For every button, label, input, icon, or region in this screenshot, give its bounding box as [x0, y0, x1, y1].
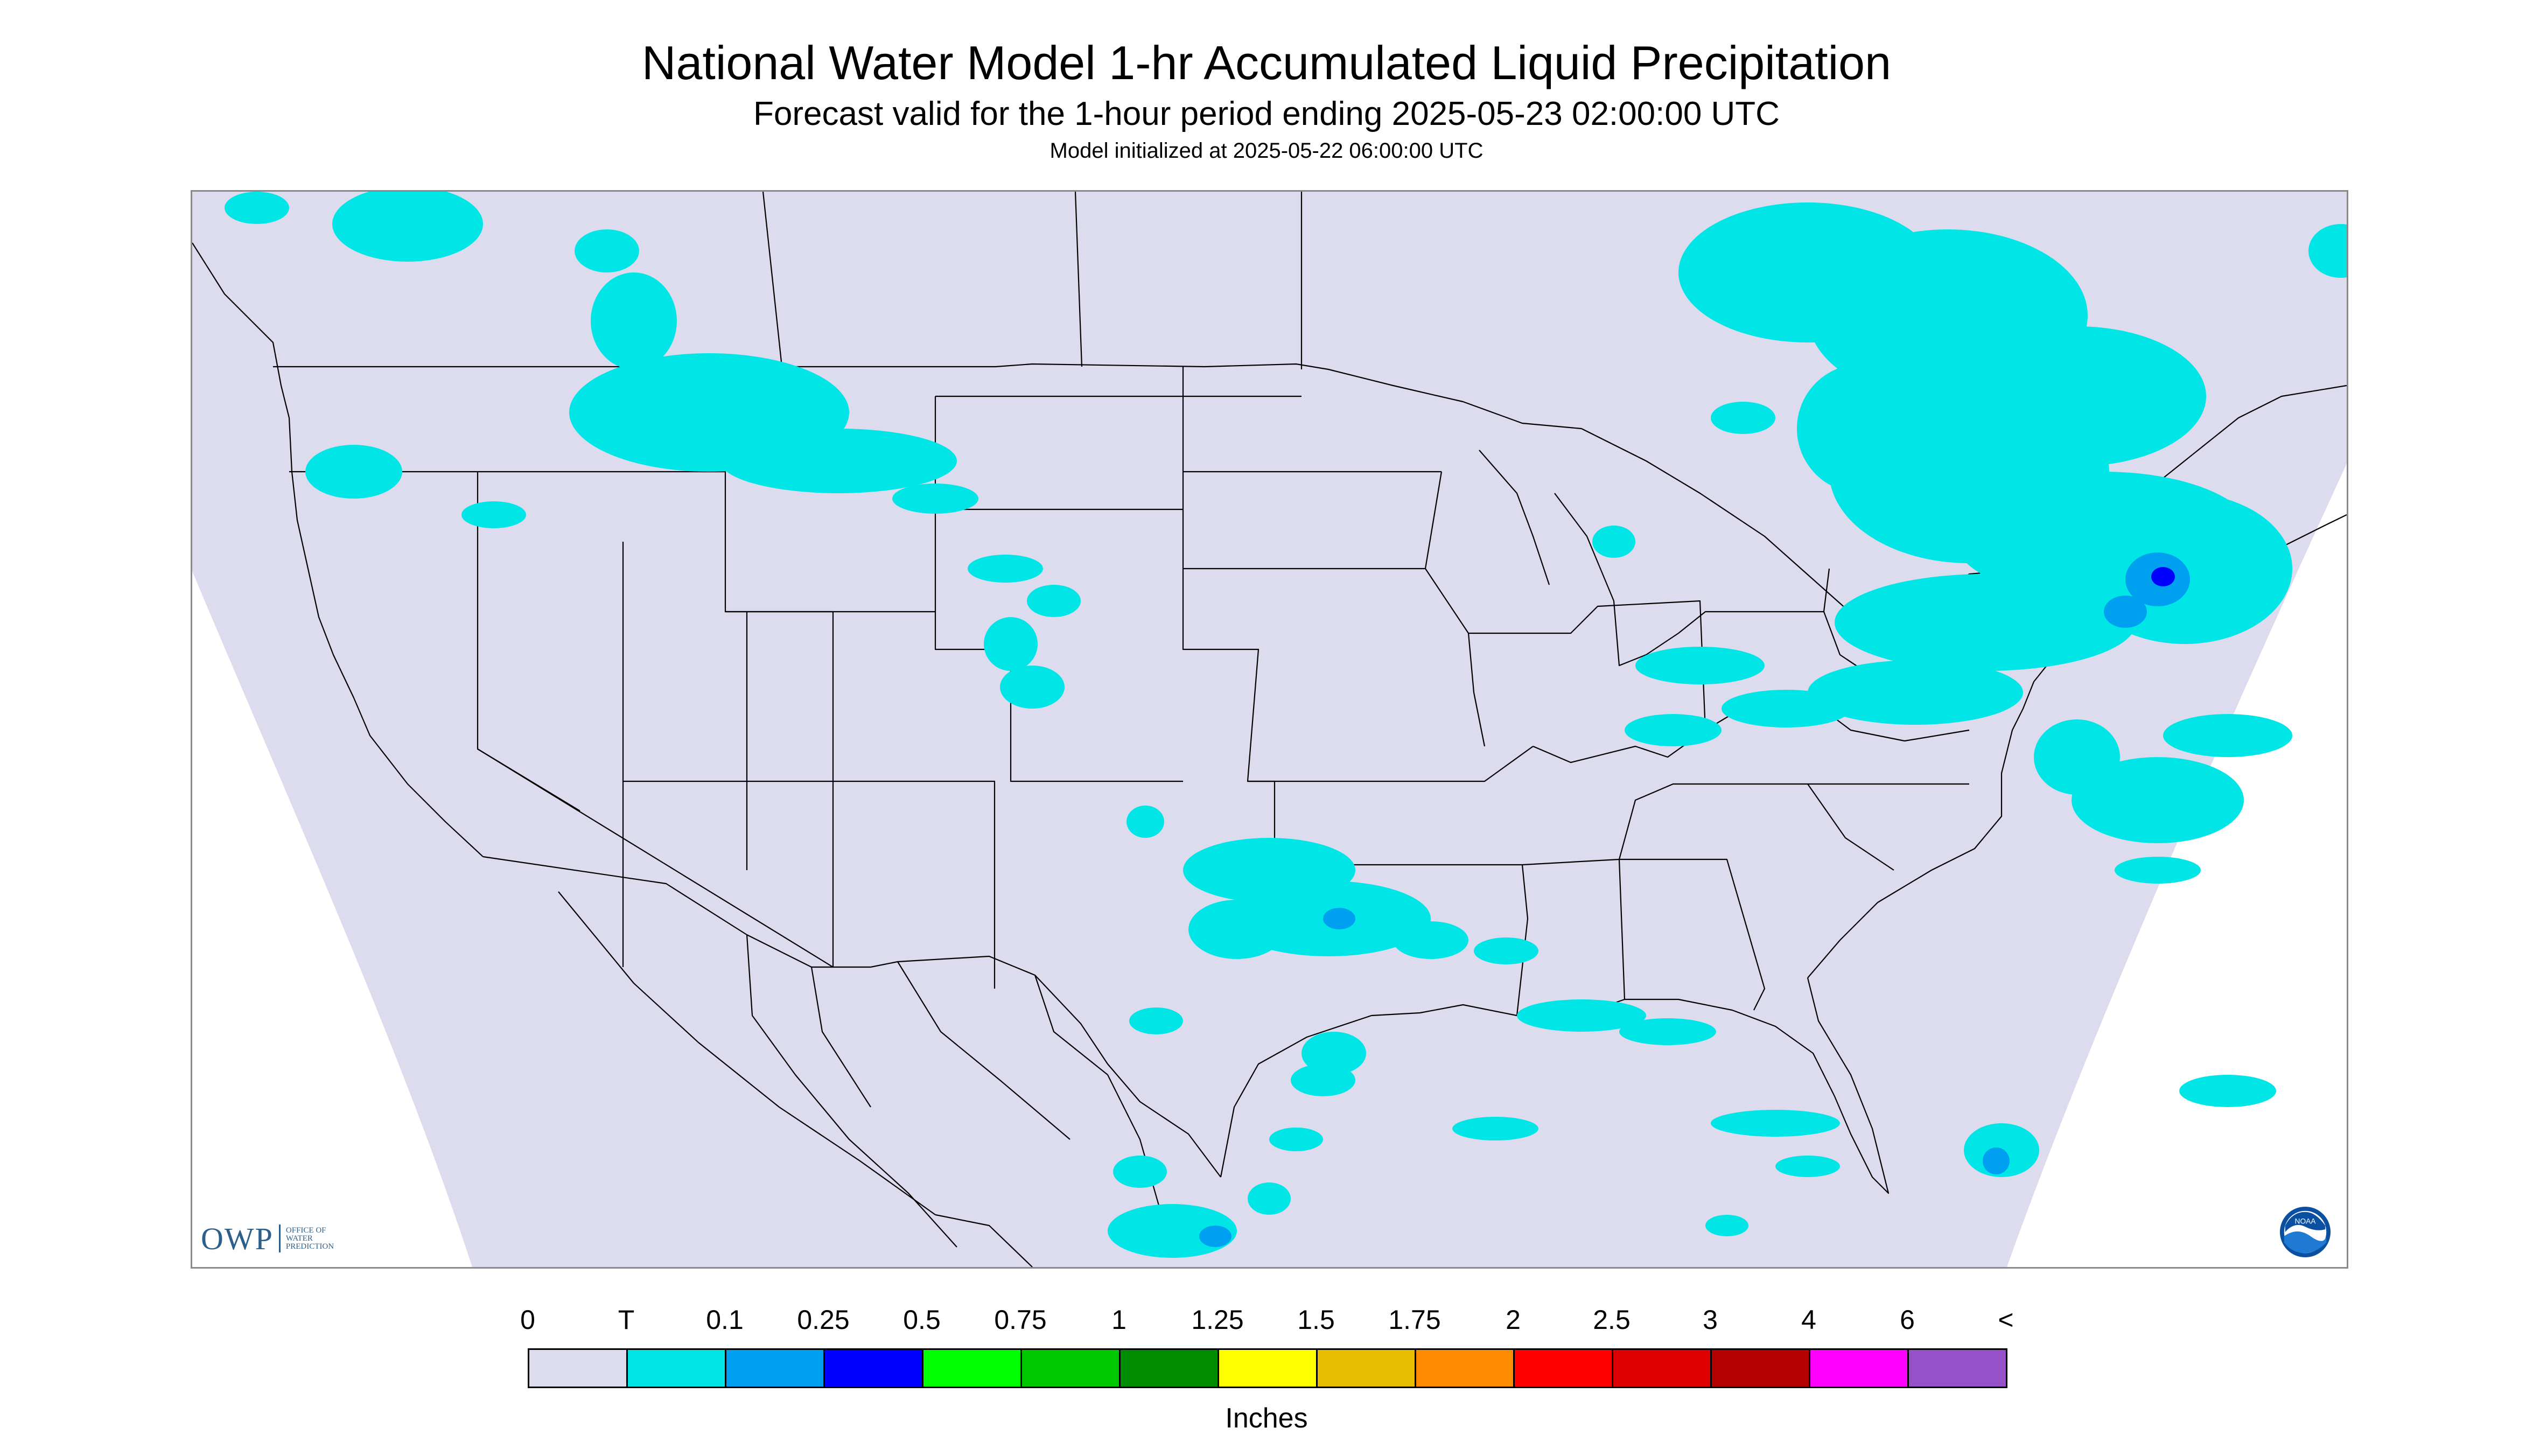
legend-tick-label: 0.1 [706, 1305, 744, 1335]
legend-swatch [825, 1350, 923, 1387]
legend-swatch [1515, 1350, 1613, 1387]
heaviest-precipitation [2151, 567, 2175, 586]
legend-tick-label: 2.5 [1593, 1305, 1631, 1335]
legend-tick-label: 1.25 [1191, 1305, 1244, 1335]
legend-swatch [1613, 1350, 1712, 1387]
legend-tick-label: T [618, 1305, 635, 1335]
legend-swatch [726, 1350, 825, 1387]
forecast-valid-subtitle: Forecast valid for the 1-hour period end… [753, 95, 1780, 132]
owp-logo-text: OFFICE OF WATER PREDICTION [285, 1226, 334, 1251]
map-title: National Water Model 1-hr Accumulated Li… [641, 36, 1892, 89]
legend-tick-label: < [1998, 1305, 2014, 1335]
legend-swatch [628, 1350, 726, 1387]
noaa-logo-label: NOAA [2295, 1217, 2317, 1225]
legend-swatch [1318, 1350, 1416, 1387]
owp-logo: OWP OFFICE OF WATER PREDICTION [201, 1221, 334, 1256]
state-boundaries [192, 192, 2347, 1267]
legend-swatch [1712, 1350, 1810, 1387]
legend-tick-label: 0 [520, 1305, 535, 1335]
legend-tick-label: 0.75 [994, 1305, 1047, 1335]
model-init-text: Model initialized at 2025-05-22 06:00:00… [1049, 139, 1484, 163]
legend-swatch [1416, 1350, 1515, 1387]
legend-swatch [1909, 1350, 2006, 1387]
legend-tick-label: 3 [1703, 1305, 1718, 1335]
legend-tick-label: 0.25 [797, 1305, 850, 1335]
legend-tick-label: 1.75 [1388, 1305, 1441, 1335]
map-canvas [192, 192, 2347, 1267]
precipitation-map: OWP OFFICE OF WATER PREDICTION NOAA [191, 190, 2348, 1269]
legend-swatch [1219, 1350, 1318, 1387]
owp-logo-mark: OWP [201, 1221, 274, 1256]
legend-tick-label: 2 [1506, 1305, 1521, 1335]
legend-swatch [1022, 1350, 1121, 1387]
legend-tick-label: 6 [1900, 1305, 1915, 1335]
legend-tick-label: 4 [1801, 1305, 1816, 1335]
legend-swatch [923, 1350, 1022, 1387]
legend-swatch [1810, 1350, 1909, 1387]
owp-logo-divider [278, 1224, 281, 1252]
legend-colorbar [528, 1348, 2007, 1388]
noaa-logo-icon: NOAA [2279, 1206, 2331, 1258]
legend-swatch [1121, 1350, 1219, 1387]
legend-tick-label: 1.5 [1297, 1305, 1335, 1335]
precipitation-areas [225, 192, 2347, 1258]
legend-swatch [529, 1350, 628, 1387]
legend-tick-label: 1 [1111, 1305, 1126, 1335]
legend-tick-label: 0.5 [903, 1305, 941, 1335]
legend-units: Inches [1225, 1403, 1308, 1434]
